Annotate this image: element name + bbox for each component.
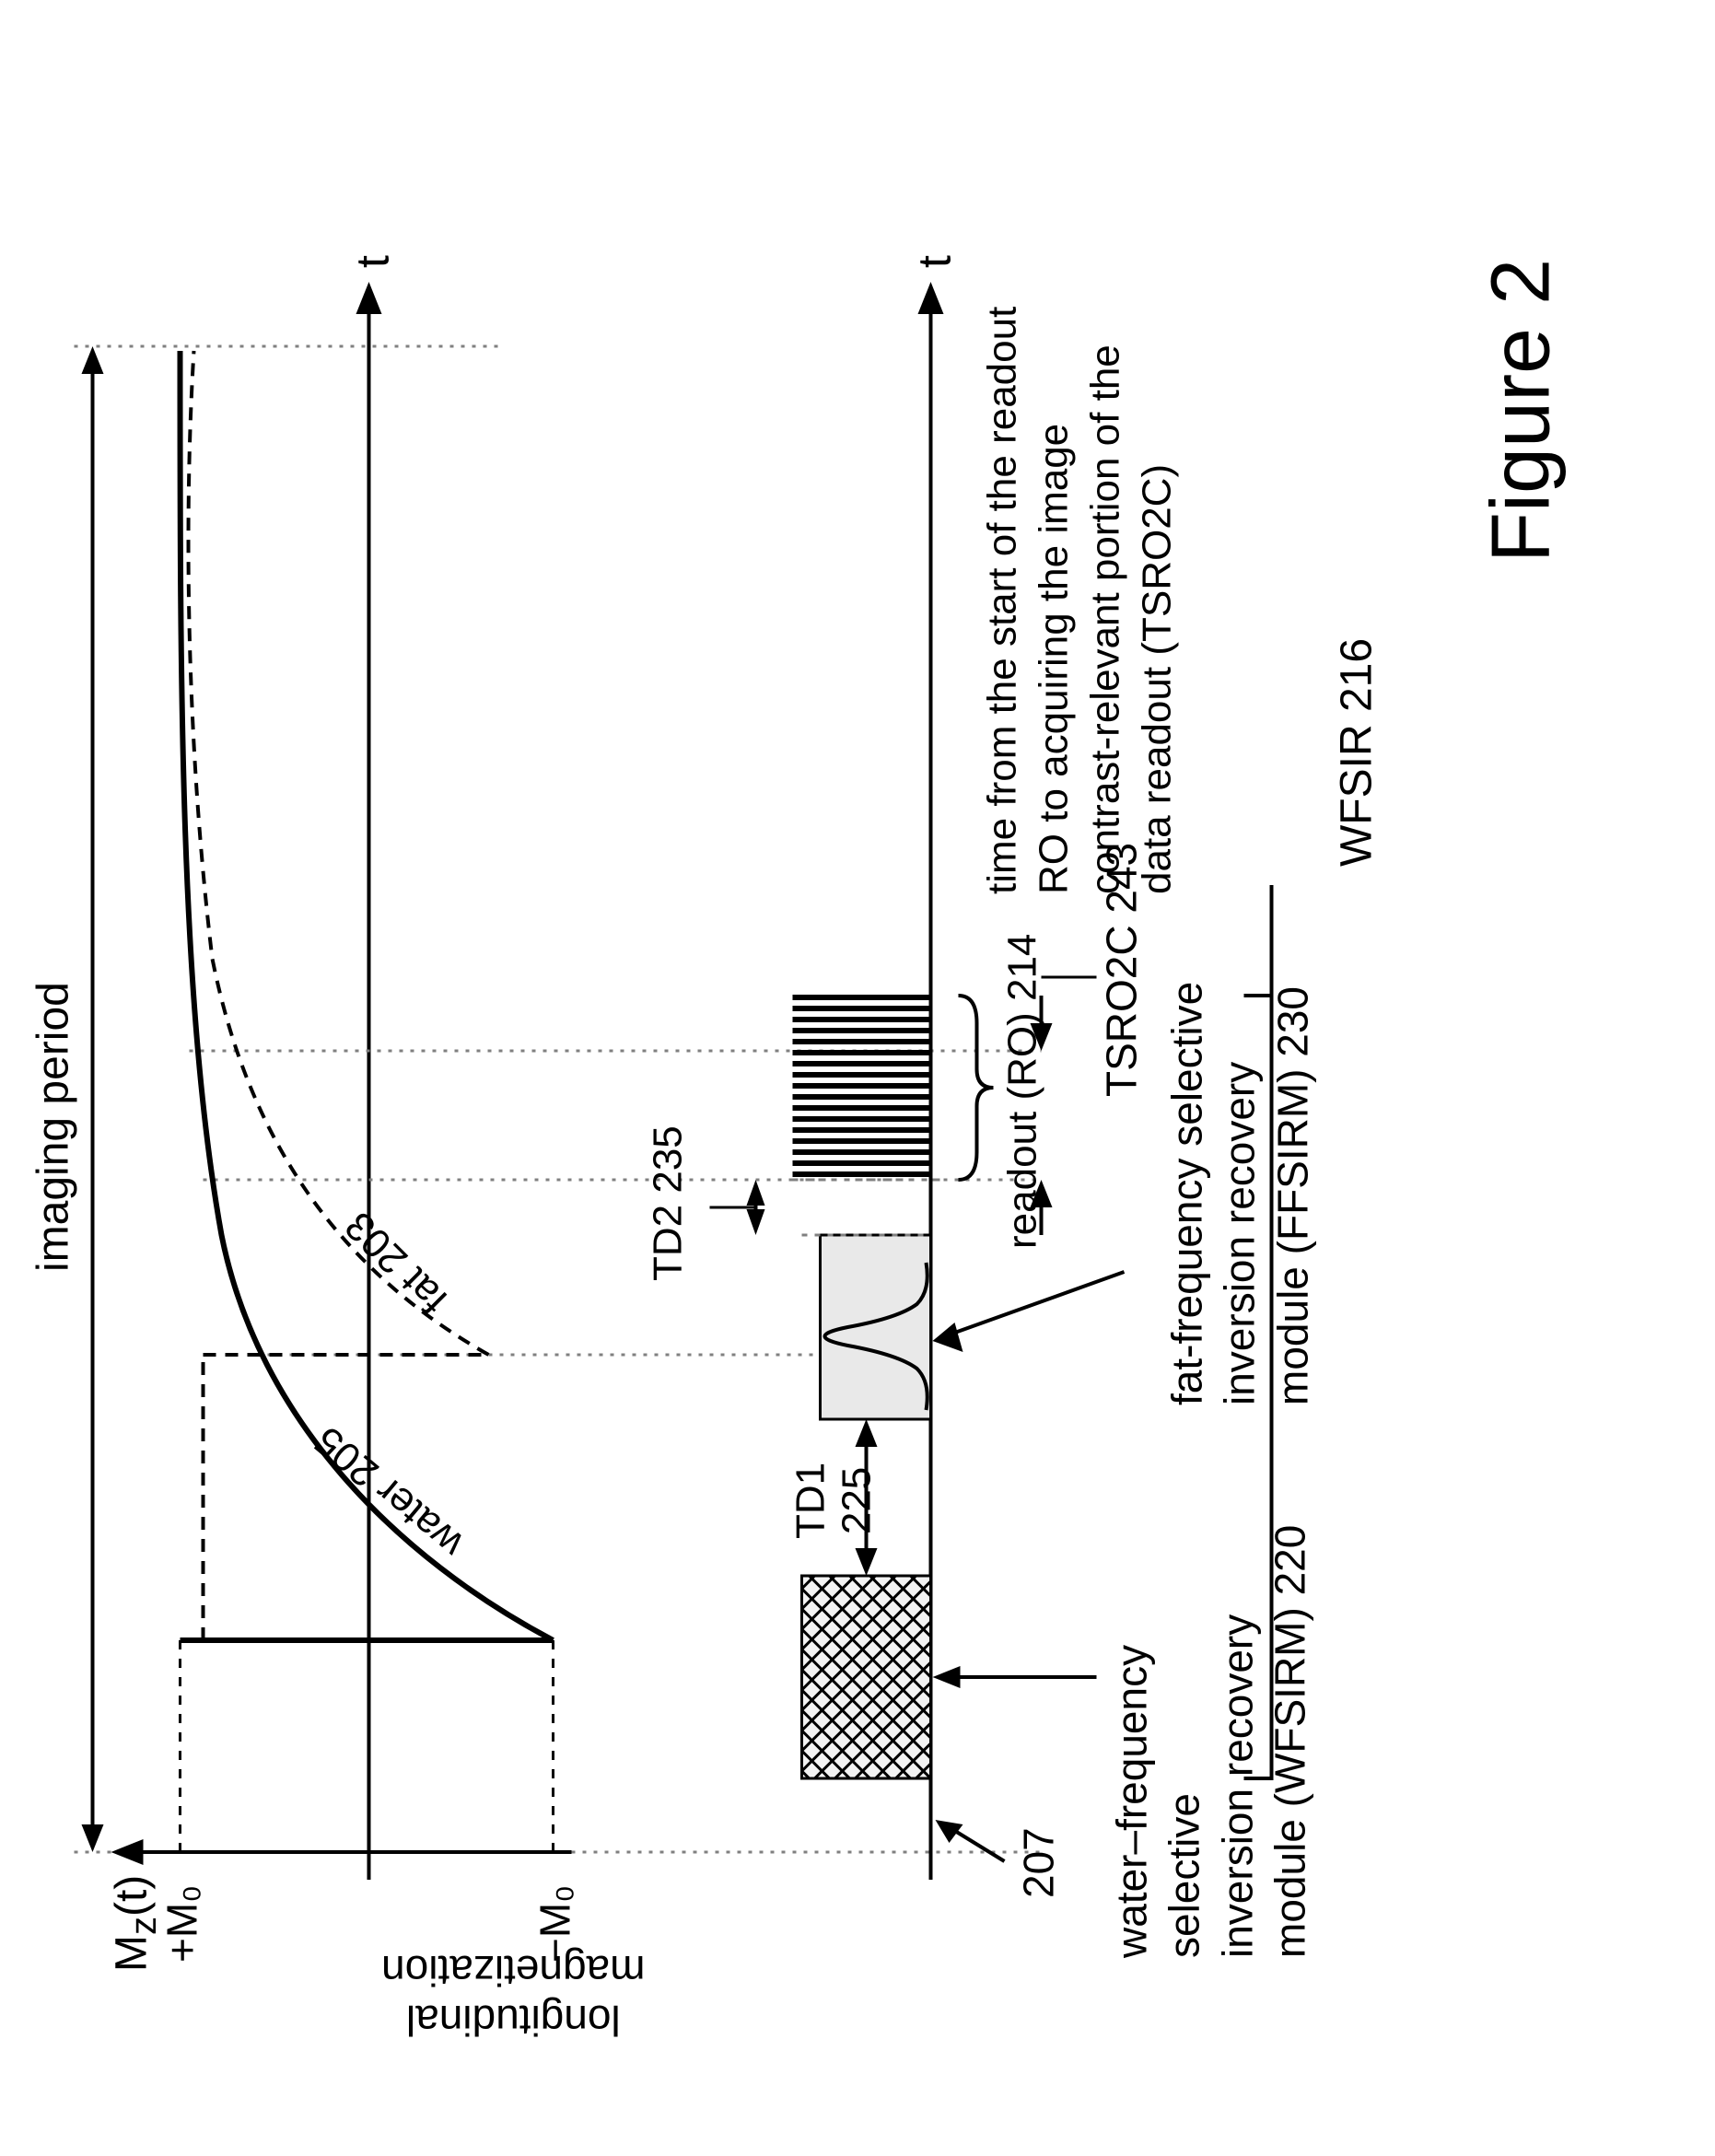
xaxis-t-timeline: t	[907, 255, 961, 268]
readout-label: readout (RO) 214	[999, 934, 1045, 1249]
ytick-top: +M₀	[157, 1885, 206, 1963]
yaxis-title: longitudinal magnetization	[381, 1946, 645, 2045]
tsro2c-caption: time from the start of the readout RO to…	[976, 307, 1184, 894]
ytick-bot: −M₀	[530, 1885, 579, 1963]
page-rotated: longitudinal magnetization Mz(t) +M₀ −M₀…	[0, 221, 1715, 1936]
wfsirm-label: water–frequency selective inversion reco…	[1105, 1525, 1317, 1958]
ref-207: 207	[1013, 1827, 1063, 1898]
figure-label: Figure 2	[1474, 259, 1569, 563]
xaxis-t-top: t	[345, 255, 399, 268]
figure-canvas: longitudinal magnetization Mz(t) +M₀ −M₀…	[0, 0, 1715, 2156]
td1-label: TD1 225	[788, 1463, 880, 1539]
wfsir-bracket-label: WFSIR 216	[1331, 638, 1382, 867]
imaging-period-label: imaging period	[28, 982, 78, 1272]
td2-label: TD2 235	[645, 1125, 691, 1281]
ffsirm-label: fat-frequency selective inversion recove…	[1161, 982, 1320, 1405]
